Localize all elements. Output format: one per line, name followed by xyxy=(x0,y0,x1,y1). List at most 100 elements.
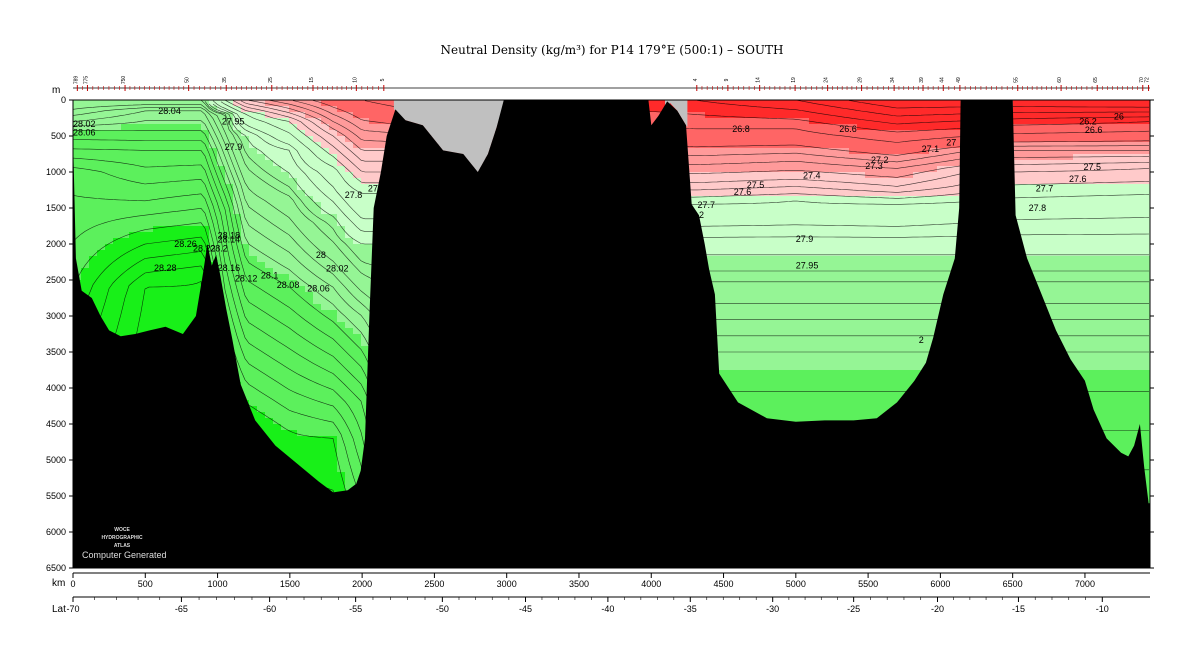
density-cell xyxy=(81,214,90,221)
density-cell xyxy=(305,430,314,437)
density-cell xyxy=(97,244,106,251)
density-cell xyxy=(73,256,82,263)
density-cell xyxy=(321,232,330,239)
density-cell xyxy=(177,184,186,191)
density-cell xyxy=(153,148,162,155)
density-cell xyxy=(145,106,154,113)
density-cell xyxy=(129,166,138,173)
density-cell xyxy=(321,376,330,383)
density-cell xyxy=(353,202,362,209)
density-cell xyxy=(217,148,226,155)
density-cell xyxy=(113,118,122,125)
density-cell xyxy=(121,238,130,245)
density-cell xyxy=(105,214,114,221)
density-cell xyxy=(305,364,314,371)
density-cell xyxy=(337,334,346,341)
density-cell xyxy=(281,388,290,395)
density-cell xyxy=(329,244,338,251)
density-cell xyxy=(145,256,154,263)
density-cell xyxy=(289,154,298,161)
density-cell xyxy=(137,136,146,143)
density-cell xyxy=(185,160,194,167)
density-cell xyxy=(361,358,370,365)
density-cell xyxy=(361,352,370,359)
density-cell xyxy=(353,142,362,149)
density-cell xyxy=(145,136,154,143)
density-cell xyxy=(225,172,234,179)
density-cell xyxy=(337,304,346,311)
density-cell xyxy=(313,232,322,239)
density-cell xyxy=(193,232,202,239)
density-cell xyxy=(241,232,250,239)
density-cell xyxy=(209,184,218,191)
density-cell xyxy=(113,322,122,329)
density-cell xyxy=(289,364,298,371)
density-cell xyxy=(201,238,210,245)
density-cell xyxy=(265,310,274,317)
density-cell xyxy=(313,250,322,257)
density-cell xyxy=(265,256,274,263)
density-cell xyxy=(281,130,290,137)
density-cell xyxy=(161,196,170,203)
density-cell xyxy=(241,352,250,359)
density-cell xyxy=(89,130,98,137)
density-cell xyxy=(281,238,290,245)
density-cell xyxy=(289,130,298,137)
density-cell xyxy=(177,166,186,173)
density-cell xyxy=(209,154,218,161)
density-cell xyxy=(369,178,378,185)
density-cell xyxy=(289,430,298,437)
density-cell xyxy=(305,172,314,179)
density-cell xyxy=(161,142,170,149)
density-cell xyxy=(257,160,266,167)
density-cell xyxy=(297,286,306,293)
density-cell xyxy=(329,106,338,113)
density-cell xyxy=(81,220,90,227)
density-cell xyxy=(321,418,330,425)
density-cell xyxy=(129,232,138,239)
density-cell xyxy=(225,118,234,125)
density-cell xyxy=(257,256,266,263)
density-cell xyxy=(81,142,90,149)
density-cell xyxy=(73,220,82,227)
density-cell xyxy=(321,454,330,461)
density-cell xyxy=(129,286,138,293)
density-cell xyxy=(177,208,186,215)
density-cell xyxy=(177,142,186,149)
density-cell xyxy=(281,208,290,215)
density-cell xyxy=(281,424,290,431)
density-cell xyxy=(105,154,114,161)
density-cell xyxy=(265,340,274,347)
density-cell xyxy=(273,412,282,419)
density-cell xyxy=(313,334,322,341)
density-cell xyxy=(113,214,122,221)
density-cell xyxy=(105,292,114,299)
density-cell xyxy=(377,130,386,137)
density-cell xyxy=(329,250,338,257)
density-cell xyxy=(257,184,266,191)
density-cell xyxy=(321,388,330,395)
density-cell xyxy=(193,100,202,107)
density-cell xyxy=(169,202,178,209)
density-cell xyxy=(265,382,274,389)
density-cell xyxy=(97,220,106,227)
density-cell xyxy=(321,406,330,413)
density-cell xyxy=(329,256,338,263)
density-cell xyxy=(265,124,274,131)
density-cell xyxy=(273,286,282,293)
density-cell xyxy=(257,316,266,323)
density-cell xyxy=(81,172,90,179)
density-cell xyxy=(185,226,194,233)
density-cell xyxy=(249,136,258,143)
density-cell xyxy=(233,154,242,161)
density-cell xyxy=(81,124,90,131)
density-cell xyxy=(137,172,146,179)
density-cell xyxy=(329,112,338,119)
density-cell xyxy=(177,316,186,323)
density-cell xyxy=(353,190,362,197)
density-cell xyxy=(337,436,346,443)
density-cell xyxy=(337,346,346,353)
density-cell xyxy=(97,298,106,305)
density-cell xyxy=(185,304,194,311)
density-cell xyxy=(369,154,378,161)
